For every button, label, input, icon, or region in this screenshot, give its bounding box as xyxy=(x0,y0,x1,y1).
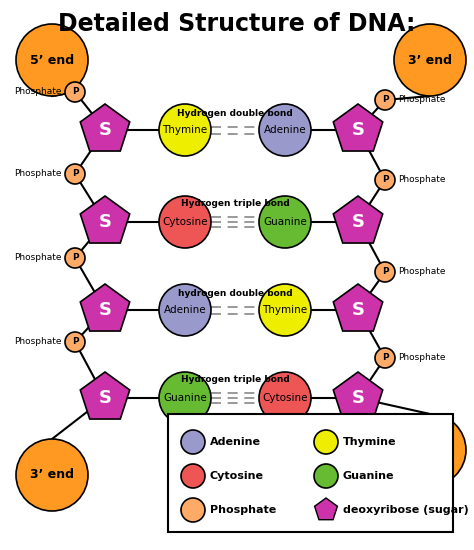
Text: Hydrogen triple bond: Hydrogen triple bond xyxy=(181,199,289,208)
Circle shape xyxy=(181,498,205,522)
Text: S: S xyxy=(99,389,111,407)
Text: Thymine: Thymine xyxy=(343,437,396,447)
Text: Guanine: Guanine xyxy=(343,471,394,481)
Text: deoxyribose (sugar): deoxyribose (sugar) xyxy=(343,505,469,515)
Circle shape xyxy=(181,464,205,488)
Text: Guanine: Guanine xyxy=(163,393,207,403)
Circle shape xyxy=(394,414,466,486)
Circle shape xyxy=(259,104,311,156)
Circle shape xyxy=(16,439,88,511)
Polygon shape xyxy=(80,104,130,151)
Text: Phosphate: Phosphate xyxy=(398,267,446,277)
Circle shape xyxy=(375,90,395,110)
Text: S: S xyxy=(99,301,111,319)
Polygon shape xyxy=(315,498,337,520)
Text: Phosphate: Phosphate xyxy=(398,96,446,104)
Circle shape xyxy=(314,430,338,454)
Text: S: S xyxy=(99,213,111,231)
Text: P: P xyxy=(72,169,78,179)
Circle shape xyxy=(375,170,395,190)
Circle shape xyxy=(16,24,88,96)
Text: Phosphate: Phosphate xyxy=(15,87,62,96)
Text: S: S xyxy=(352,301,365,319)
Text: Hydrogen triple bond: Hydrogen triple bond xyxy=(181,375,289,384)
Circle shape xyxy=(181,430,205,454)
Text: Adenine: Adenine xyxy=(210,437,261,447)
Text: Phosphate: Phosphate xyxy=(398,354,446,362)
Polygon shape xyxy=(80,372,130,419)
Circle shape xyxy=(159,104,211,156)
Text: Cytosine: Cytosine xyxy=(162,217,208,227)
Text: P: P xyxy=(382,354,388,362)
Text: P: P xyxy=(382,267,388,277)
Text: S: S xyxy=(99,121,111,139)
Circle shape xyxy=(314,464,338,488)
Text: Thymine: Thymine xyxy=(263,305,308,315)
Text: Phosphate: Phosphate xyxy=(15,169,62,179)
Text: 5’ end: 5’ end xyxy=(408,443,452,456)
Text: Hydrogen double bond: Hydrogen double bond xyxy=(177,108,293,118)
Circle shape xyxy=(159,284,211,336)
Text: P: P xyxy=(72,87,78,96)
Circle shape xyxy=(65,164,85,184)
Polygon shape xyxy=(333,372,383,419)
Text: 5’ end: 5’ end xyxy=(30,53,74,67)
Text: Cytosine: Cytosine xyxy=(210,471,264,481)
Text: P: P xyxy=(72,338,78,346)
Polygon shape xyxy=(333,284,383,331)
Text: 3’ end: 3’ end xyxy=(408,53,452,67)
Circle shape xyxy=(159,196,211,248)
Text: S: S xyxy=(352,121,365,139)
Text: Guanine: Guanine xyxy=(263,217,307,227)
Circle shape xyxy=(259,196,311,248)
Text: hydrogen double bond: hydrogen double bond xyxy=(178,289,292,298)
Circle shape xyxy=(394,24,466,96)
Text: Phosphate: Phosphate xyxy=(398,175,446,184)
Polygon shape xyxy=(333,104,383,151)
Circle shape xyxy=(375,262,395,282)
Polygon shape xyxy=(333,196,383,243)
Text: Detailed Structure of DNA:: Detailed Structure of DNA: xyxy=(58,12,416,36)
Text: Phosphate: Phosphate xyxy=(15,254,62,262)
Text: S: S xyxy=(352,389,365,407)
Polygon shape xyxy=(80,196,130,243)
Circle shape xyxy=(65,332,85,352)
Text: P: P xyxy=(382,96,388,104)
Text: S: S xyxy=(352,213,365,231)
Circle shape xyxy=(65,248,85,268)
FancyBboxPatch shape xyxy=(168,414,453,532)
Circle shape xyxy=(259,284,311,336)
Text: P: P xyxy=(382,175,388,184)
Circle shape xyxy=(375,348,395,368)
Polygon shape xyxy=(80,284,130,331)
Text: Adenine: Adenine xyxy=(264,125,306,135)
Circle shape xyxy=(65,82,85,102)
Text: Thymine: Thymine xyxy=(163,125,208,135)
Circle shape xyxy=(159,372,211,424)
Text: P: P xyxy=(72,254,78,262)
Text: Adenine: Adenine xyxy=(164,305,206,315)
Text: Cytosine: Cytosine xyxy=(262,393,308,403)
Text: 3’ end: 3’ end xyxy=(30,469,74,481)
Text: Phosphate: Phosphate xyxy=(210,505,276,515)
Circle shape xyxy=(259,372,311,424)
Text: Phosphate: Phosphate xyxy=(15,338,62,346)
